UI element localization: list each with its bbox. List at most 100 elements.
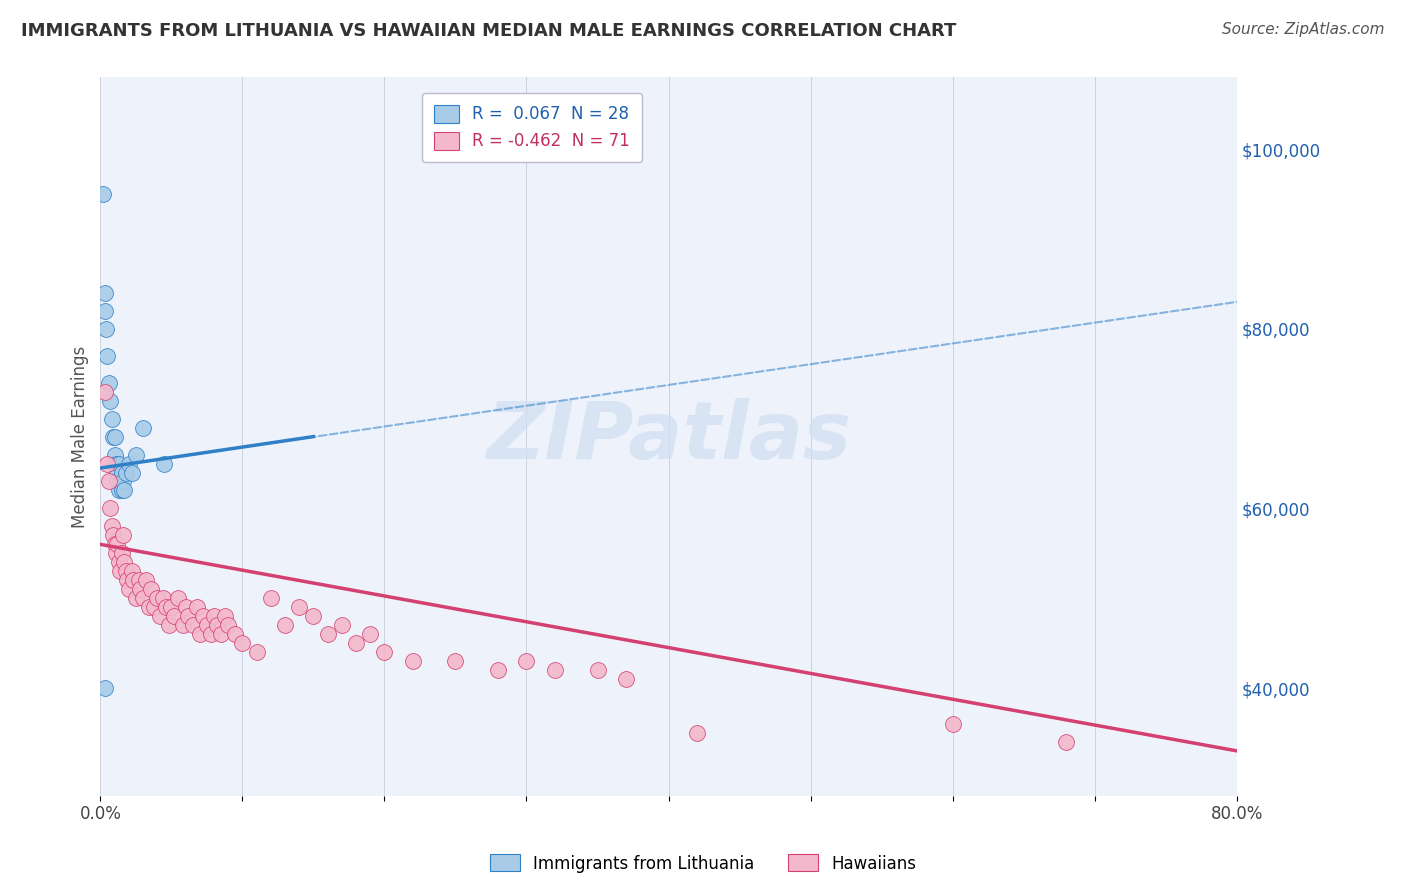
Point [141,582,163,597]
Point [93,384,115,399]
Point [91,187,114,202]
Y-axis label: Median Male Earnings: Median Male Earnings [72,345,89,528]
Point [108,555,131,569]
Point [135,574,157,588]
Point [246,645,269,659]
Point [586,663,609,677]
Point [373,645,395,659]
Point [942,717,965,731]
Point [614,672,637,686]
Point [138,600,160,615]
Point [108,483,131,498]
Point [209,627,232,641]
Point [191,609,214,624]
Text: IMMIGRANTS FROM LITHUANIA VS HAWAIIAN MEDIAN MALE EARNINGS CORRELATION CHART: IMMIGRANTS FROM LITHUANIA VS HAWAIIAN ME… [21,22,956,40]
Point [152,591,174,606]
Legend: Immigrants from Lithuania, Hawaiians: Immigrants from Lithuania, Hawaiians [484,847,922,880]
Point [143,600,166,615]
Point [444,654,467,668]
Point [103,448,125,462]
Point [121,564,143,578]
Point [115,466,138,480]
Point [100,411,122,425]
Point [115,564,138,578]
Point [112,475,135,489]
Point [108,457,131,471]
Point [121,466,143,480]
Point [359,627,381,641]
Point [104,546,127,560]
Point [111,466,134,480]
Point [344,636,367,650]
Point [101,429,124,443]
Point [103,429,125,443]
Point [110,564,132,578]
Point [202,609,225,624]
Point [302,609,325,624]
Point [104,457,127,471]
Point [274,618,297,632]
Point [188,627,211,641]
Point [97,475,120,489]
Point [167,591,190,606]
Point [111,546,134,560]
Point [97,376,120,390]
Point [101,528,124,542]
Point [111,483,134,498]
Point [128,574,150,588]
Point [544,663,567,677]
Point [93,304,115,318]
Point [105,537,128,551]
Point [112,528,135,542]
Point [486,663,509,677]
Point [205,618,228,632]
Point [94,322,117,336]
Point [288,600,311,615]
Point [114,555,136,569]
Point [153,457,176,471]
Point [195,618,218,632]
Text: ZIPatlas: ZIPatlas [486,398,851,475]
Point [118,457,141,471]
Point [214,609,236,624]
Point [98,393,121,408]
Point [117,574,139,588]
Point [174,600,197,615]
Point [186,600,208,615]
Point [118,582,141,597]
Point [163,609,186,624]
Point [93,285,115,300]
Point [98,501,121,516]
Point [160,600,183,615]
Point [181,618,204,632]
Point [157,618,180,632]
Text: Source: ZipAtlas.com: Source: ZipAtlas.com [1222,22,1385,37]
Point [125,591,148,606]
Point [224,627,246,641]
Point [114,483,136,498]
Point [155,600,177,615]
Point [100,519,122,533]
Point [172,618,194,632]
Point [686,726,709,740]
Point [330,618,353,632]
Point [110,475,132,489]
Point [96,349,118,363]
Point [402,654,425,668]
Point [93,681,115,695]
Point [105,466,128,480]
Point [125,448,148,462]
Point [132,591,155,606]
Point [260,591,283,606]
Point [132,420,155,434]
Point [515,654,537,668]
Point [316,627,339,641]
Point [122,574,145,588]
Point [103,537,125,551]
Point [146,591,169,606]
Legend: R =  0.067  N = 28, R = -0.462  N = 71: R = 0.067 N = 28, R = -0.462 N = 71 [422,93,643,162]
Point [200,627,222,641]
Point [217,618,239,632]
Point [149,609,172,624]
Point [231,636,253,650]
